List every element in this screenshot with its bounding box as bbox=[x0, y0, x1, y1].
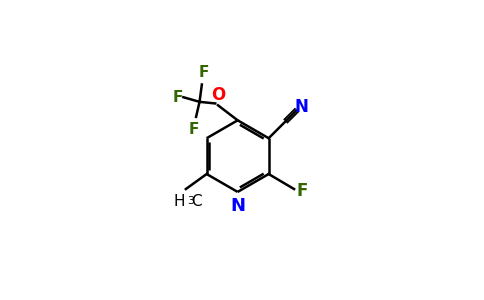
Text: F: F bbox=[297, 182, 308, 200]
Text: N: N bbox=[230, 197, 245, 215]
Text: C: C bbox=[191, 194, 202, 209]
Text: N: N bbox=[294, 98, 308, 116]
Text: 3: 3 bbox=[187, 196, 194, 206]
Text: F: F bbox=[199, 65, 210, 80]
Text: F: F bbox=[189, 122, 199, 137]
Text: O: O bbox=[211, 86, 225, 104]
Text: H: H bbox=[173, 194, 185, 209]
Text: F: F bbox=[172, 90, 183, 105]
